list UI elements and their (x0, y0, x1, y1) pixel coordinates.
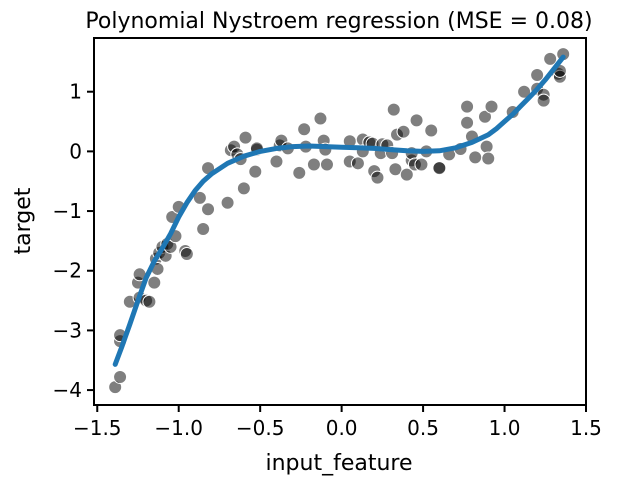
data-point (386, 102, 401, 117)
data-point (292, 165, 307, 180)
data-point (350, 156, 365, 171)
data-point (269, 154, 284, 169)
y-axis-label: target (11, 187, 36, 254)
data-point (179, 247, 194, 262)
y-tick-label: 1 (69, 80, 82, 104)
data-point (201, 202, 216, 217)
data-point (409, 113, 424, 128)
data-point (306, 157, 321, 172)
data-point (248, 164, 263, 179)
y-tick-label: −1 (53, 199, 82, 223)
y-tick-label: 0 (69, 139, 82, 163)
data-point (530, 67, 545, 82)
x-tick-label: 1.0 (489, 416, 521, 440)
data-point (313, 111, 328, 126)
plot-marks (108, 47, 571, 395)
x-tick-label: −1.5 (73, 416, 122, 440)
data-point (414, 157, 429, 172)
data-point (196, 221, 211, 236)
data-point (484, 99, 499, 114)
data-point (543, 51, 558, 66)
data-point (238, 130, 253, 145)
data-point (536, 93, 551, 108)
regression-line (112, 54, 566, 367)
data-point (460, 99, 475, 114)
data-point (399, 167, 414, 182)
data-point (370, 170, 385, 185)
x-tick-label: 0.0 (326, 416, 358, 440)
data-point (468, 150, 483, 165)
data-point (236, 181, 251, 196)
data-point (396, 124, 411, 139)
data-point (517, 84, 532, 99)
x-tick-label: −1.0 (154, 416, 203, 440)
chart-title: Polynomial Nystroem regression (MSE = 0.… (85, 9, 592, 34)
axes: −1.5 −1.0 −0.5 0.0 0.5 1.0 1.5 −4 −3 −2 −1 0 1 (53, 80, 602, 440)
data-point (460, 115, 475, 130)
data-point (220, 195, 235, 210)
x-tick-label: 1.5 (570, 416, 602, 440)
x-tick-label: −0.5 (236, 416, 285, 440)
data-point (388, 162, 403, 177)
plot-frame (93, 37, 587, 406)
data-point (147, 275, 162, 290)
y-tick-label: −3 (53, 318, 82, 342)
data-point (424, 123, 439, 138)
data-point (319, 157, 334, 172)
data-point (142, 294, 157, 309)
data-point (477, 109, 492, 124)
data-point (432, 161, 447, 176)
data-point (297, 122, 312, 137)
x-tick-label: 0.5 (407, 416, 439, 440)
y-tick-label: −2 (53, 259, 82, 283)
data-point (192, 190, 207, 205)
data-point (113, 369, 128, 384)
data-point (479, 139, 494, 154)
y-tick-label: −4 (53, 378, 82, 402)
x-axis-label: input_feature (265, 451, 412, 476)
data-point (481, 151, 496, 166)
